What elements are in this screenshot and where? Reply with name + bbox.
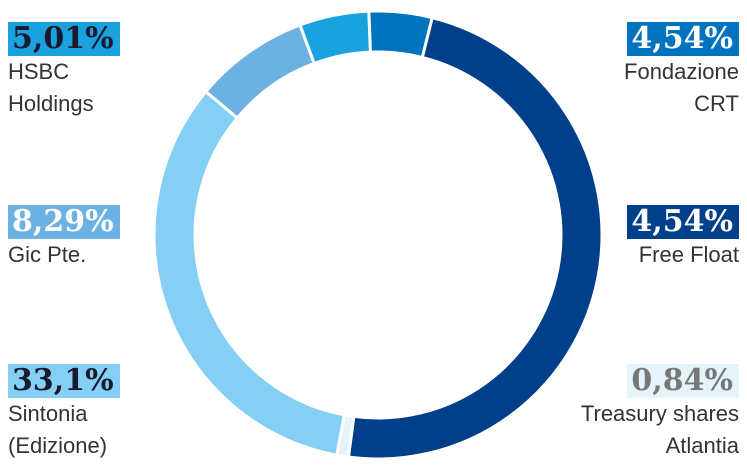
name-free-float: Free Float [638, 242, 739, 267]
value-badge-free-float: 4,54% [627, 205, 739, 239]
label-hsbc: 5,01% HSBC Holdings [8, 22, 120, 120]
name-hsbc-line2: Holdings [8, 91, 94, 116]
slice-hsbc [298, 9, 373, 66]
value-badge-treasury: 0,84% [627, 364, 739, 398]
slice-crt [367, 9, 435, 60]
slice-free_float [346, 15, 604, 461]
label-free-float: 4,54% Free Float [627, 205, 739, 271]
name-sintonia-line2: (Edizione) [8, 433, 108, 458]
label-treasury: 0,84% Treasury shares Atlantia [581, 364, 739, 462]
name-sintonia-line1: Sintonia [8, 401, 88, 426]
label-gic: 8,29% Gic Pte. [8, 205, 120, 271]
name-crt-line1: Fondazione [624, 59, 739, 84]
slice-gic [203, 23, 317, 121]
slice-sintonia [152, 89, 347, 457]
name-gic: Gic Pte. [8, 242, 87, 267]
value-badge-sintonia: 33,1% [8, 364, 120, 398]
name-hsbc-line1: HSBC [8, 59, 70, 84]
name-treasury-line1: Treasury shares [580, 401, 739, 426]
value-badge-crt: 4,54% [627, 22, 739, 56]
name-crt-line2: CRT [694, 91, 739, 116]
label-crt: 4,54% Fondazione CRT [624, 22, 739, 120]
label-sintonia: 33,1% Sintonia (Edizione) [8, 364, 120, 462]
value-badge-hsbc: 5,01% [8, 22, 120, 56]
name-treasury-line2: Atlantia [665, 433, 739, 458]
value-badge-gic: 8,29% [8, 205, 120, 239]
